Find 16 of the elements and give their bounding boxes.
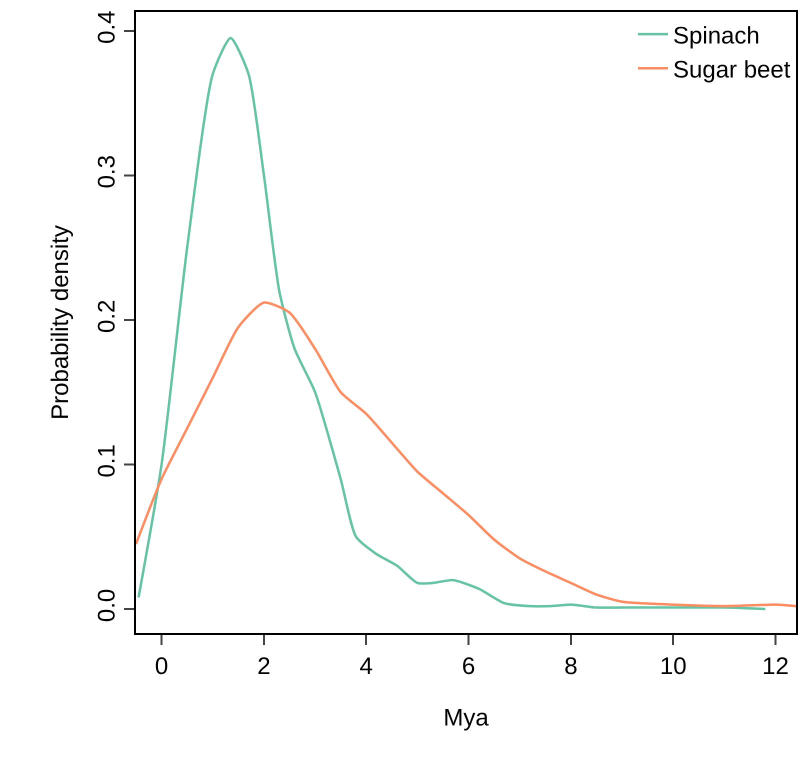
x-tick-label: 12 <box>762 652 789 680</box>
y-tick-label: 0.2 <box>93 300 120 333</box>
x-tick-label: 10 <box>660 652 687 680</box>
y-tick-label: 0.1 <box>93 444 120 478</box>
y-tick-label: 0.3 <box>93 155 120 188</box>
y-axis-title: Probability density <box>47 225 74 420</box>
x-tick-label: 4 <box>360 652 373 680</box>
y-tick-label: 0.4 <box>93 10 120 44</box>
legend-label: Spinach <box>673 22 760 50</box>
y-tick-label: 0.0 <box>93 588 120 622</box>
x-tick-label: 8 <box>564 652 578 680</box>
x-tick-label: 2 <box>257 652 271 680</box>
x-tick-label: 6 <box>462 652 476 680</box>
x-axis-title: Mya <box>443 704 490 732</box>
legend-label: Sugar beet <box>673 56 791 84</box>
x-tick-label: 0 <box>154 652 168 680</box>
